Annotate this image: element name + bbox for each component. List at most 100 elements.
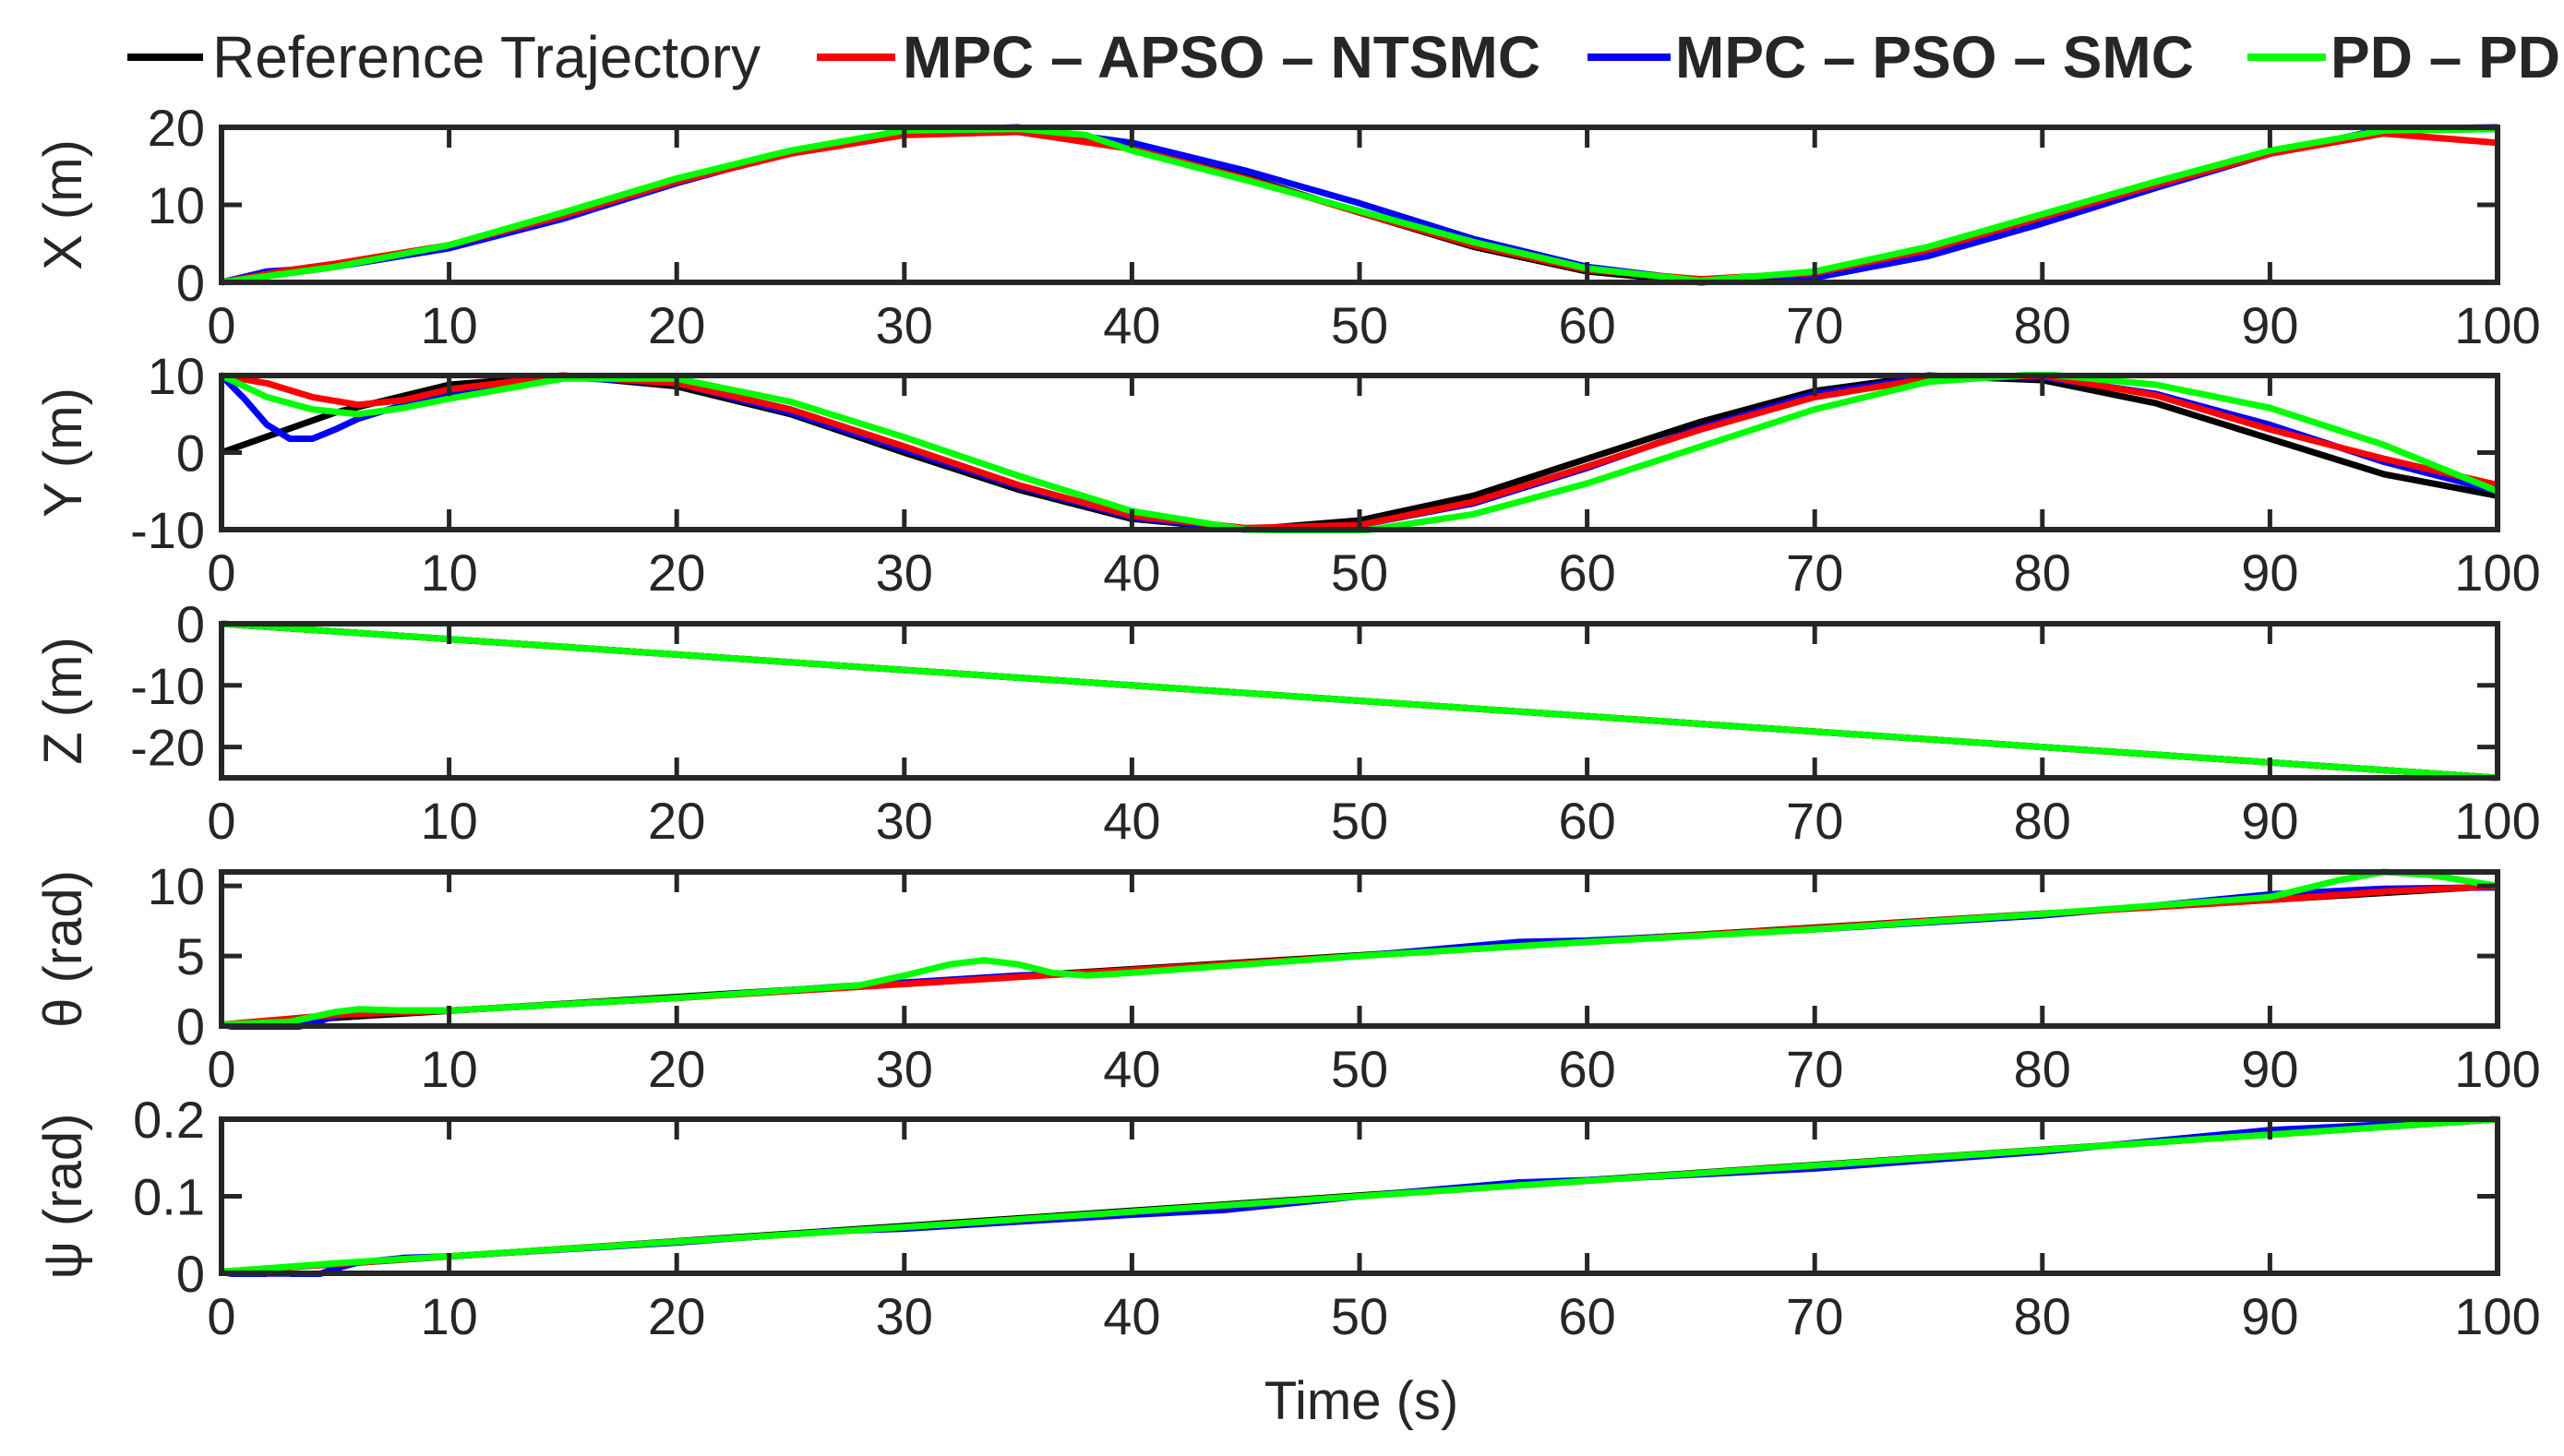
y-tick-label-z-0: -20 (130, 719, 205, 777)
x-tick-label-x-30: 30 (876, 296, 933, 354)
x-tick-label-x-60: 60 (1558, 296, 1615, 354)
x-tick-label-z-60: 60 (1558, 792, 1615, 850)
y-axis-label-z: Z (m) (33, 637, 93, 765)
legend-label-pd_pd: PD – PD (2330, 24, 2560, 90)
y-tick-label-x-2: 20 (148, 99, 205, 157)
x-tick-label-y-70: 70 (1786, 543, 1843, 602)
y-tick-label-psi-2: 0.2 (133, 1091, 205, 1149)
series-line-theta-pd_pd (222, 868, 2498, 1028)
legend-entry-mpc_apso: MPC – APSO – NTSMC (817, 24, 1540, 90)
x-tick-label-y-100: 100 (2454, 543, 2540, 602)
plot-area-y (222, 376, 2498, 530)
x-tick-label-y-0: 0 (207, 543, 235, 602)
x-tick-label-x-20: 20 (648, 296, 705, 354)
y-tick-label-z-2: 0 (176, 595, 205, 653)
y-tick-label-y-0: -10 (130, 501, 205, 559)
x-tick-label-y-20: 20 (648, 543, 705, 602)
x-tick-label-x-90: 90 (2241, 296, 2298, 354)
x-tick-label-z-70: 70 (1786, 792, 1843, 850)
x-tick-label-x-0: 0 (207, 296, 235, 354)
legend-label-ref: Reference Trajectory (212, 24, 761, 90)
y-tick-label-psi-1: 0.1 (133, 1168, 205, 1226)
x-tick-label-theta-0: 0 (207, 1040, 235, 1098)
series-line-psi-pd_pd (222, 1116, 2498, 1275)
y-tick-label-x-0: 0 (176, 254, 205, 312)
y-tick-label-theta-0: 0 (176, 997, 205, 1056)
x-tick-label-y-80: 80 (2014, 543, 2071, 602)
x-tick-label-y-40: 40 (1103, 543, 1160, 602)
x-tick-label-theta-80: 80 (2014, 1040, 2071, 1098)
x-tick-label-psi-100: 100 (2454, 1287, 2540, 1345)
x-tick-label-y-10: 10 (420, 543, 477, 602)
y-axis-label-x: X (m) (33, 139, 93, 270)
x-tick-label-y-60: 60 (1558, 543, 1615, 602)
x-tick-label-theta-90: 90 (2241, 1040, 2298, 1098)
x-tick-label-z-80: 80 (2014, 792, 2071, 850)
legend-label-mpc_apso: MPC – APSO – NTSMC (903, 24, 1540, 90)
legend-entry-pd_pd: PD – PD (2247, 24, 2560, 90)
legend-entry-mpc_pso: MPC – PSO – SMC (1588, 24, 2194, 90)
x-tick-label-theta-10: 10 (420, 1040, 477, 1098)
x-tick-label-z-40: 40 (1103, 792, 1160, 850)
subplot-psi: 0 10 20 30 40 50 60 70 80 90 100 0 0.1 0.2 ψ (rad) (33, 1091, 2541, 1345)
x-tick-label-y-90: 90 (2241, 543, 2298, 602)
x-tick-label-x-70: 70 (1786, 296, 1843, 354)
x-tick-label-theta-70: 70 (1786, 1040, 1843, 1098)
x-axis-label: Time (s) (1264, 1371, 1458, 1431)
x-tick-label-x-40: 40 (1103, 296, 1160, 354)
x-tick-label-y-50: 50 (1331, 543, 1388, 602)
x-tick-label-x-10: 10 (420, 296, 477, 354)
x-tick-label-theta-50: 50 (1331, 1040, 1388, 1098)
x-tick-label-z-100: 100 (2454, 792, 2540, 850)
x-tick-label-theta-20: 20 (648, 1040, 705, 1098)
x-tick-label-psi-10: 10 (420, 1287, 477, 1345)
x-tick-label-theta-100: 100 (2454, 1040, 2540, 1098)
y-axis-label-y: Y (m) (33, 388, 93, 518)
x-tick-label-x-80: 80 (2014, 296, 2071, 354)
series-group-z (222, 620, 2498, 782)
x-tick-label-x-100: 100 (2454, 296, 2540, 354)
y-tick-label-y-1: 0 (176, 424, 205, 483)
x-tick-label-psi-40: 40 (1103, 1287, 1160, 1345)
y-tick-label-x-1: 10 (148, 176, 205, 234)
subplot-x: 0 10 20 30 40 50 60 70 80 90 100 0 10 20 X (m) (33, 99, 2541, 354)
y-axis-label-psi: ψ (rad) (33, 1114, 93, 1280)
x-tick-label-z-10: 10 (420, 792, 477, 850)
legend-label-mpc_pso: MPC – PSO – SMC (1675, 24, 2194, 90)
x-tick-label-psi-0: 0 (207, 1287, 235, 1345)
y-tick-label-z-1: -10 (130, 657, 205, 715)
x-tick-label-theta-40: 40 (1103, 1040, 1160, 1098)
series-group-x (222, 124, 2498, 286)
x-tick-label-theta-30: 30 (876, 1040, 933, 1098)
x-tick-label-z-20: 20 (648, 792, 705, 850)
x-tick-label-psi-70: 70 (1786, 1287, 1843, 1345)
x-tick-label-psi-20: 20 (648, 1287, 705, 1345)
series-line-x-pd_pd (222, 125, 2498, 286)
y-tick-label-theta-2: 10 (148, 857, 205, 915)
series-line-z-pd_pd (222, 620, 2498, 782)
series-group-psi (222, 1116, 2498, 1277)
legend: Reference Trajectory MPC – APSO – NTSMC MP… (127, 24, 2560, 90)
x-tick-label-psi-90: 90 (2241, 1287, 2298, 1345)
legend-entry-ref: Reference Trajectory (127, 24, 761, 90)
x-tick-label-z-0: 0 (207, 792, 235, 850)
x-tick-label-theta-60: 60 (1558, 1040, 1615, 1098)
x-tick-label-psi-80: 80 (2014, 1287, 2071, 1345)
x-tick-label-x-50: 50 (1331, 296, 1388, 354)
x-tick-label-y-30: 30 (876, 543, 933, 602)
y-axis-label-theta: θ (rad) (33, 870, 93, 1028)
x-tick-label-psi-30: 30 (876, 1287, 933, 1345)
y-tick-label-theta-1: 5 (176, 927, 205, 985)
x-tick-label-psi-60: 60 (1558, 1287, 1615, 1345)
y-tick-label-y-2: 10 (148, 347, 205, 405)
x-tick-label-z-50: 50 (1331, 792, 1388, 850)
x-tick-label-z-30: 30 (876, 792, 933, 850)
y-tick-label-psi-0: 0 (176, 1245, 205, 1303)
x-tick-label-z-90: 90 (2241, 792, 2298, 850)
x-tick-label-psi-50: 50 (1331, 1287, 1388, 1345)
